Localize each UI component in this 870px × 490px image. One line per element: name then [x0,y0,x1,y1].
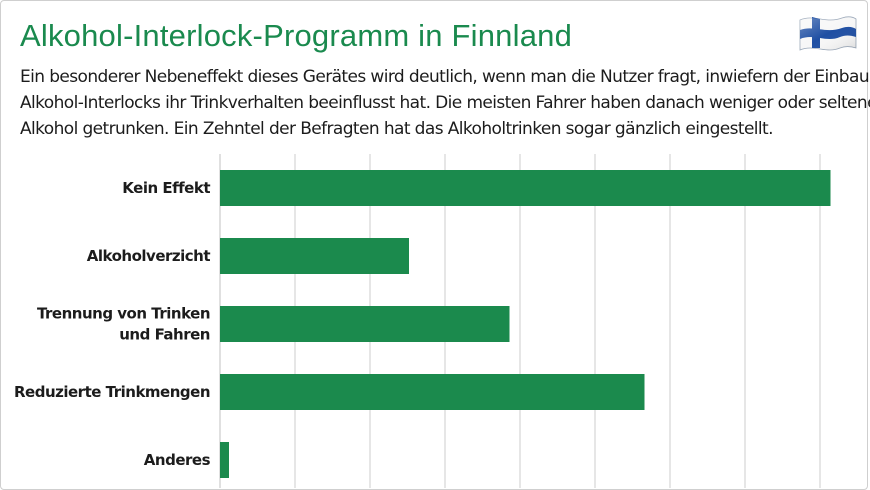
description: Ein besonderer Nebeneffekt dieses Geräte… [20,64,870,142]
category-label: Kein Effekt [122,179,210,197]
chart-title: Alkohol-Interlock-Programm in Finnland [20,18,573,53]
bar [220,374,645,410]
bar [220,170,831,206]
finland-flag-icon [799,16,857,51]
bar [220,442,229,478]
description-line: Alkohol getrunken. Ein Zehntel der Befra… [20,119,774,139]
description-line: Alkohol-Interlocks ihr Trinkverhalten be… [20,93,870,113]
category-label: Trennung von Trinken [37,305,210,323]
category-label: Alkoholverzicht [87,247,211,265]
bars [220,170,831,478]
bar [220,238,409,274]
grid-lines [219,154,821,488]
category-label: Anderes [144,451,211,469]
description-line: Ein besonderer Nebeneffekt dieses Geräte… [20,67,870,87]
bar-chart: Kein Effekt Alkoholverzicht Trennung von T… [14,154,831,488]
bar [220,306,510,342]
category-labels: Kein Effekt Alkoholverzicht Trennung von T… [14,179,211,469]
category-label: und Fahren [119,326,210,344]
category-label: Reduzierte Trinkmengen [14,383,210,401]
